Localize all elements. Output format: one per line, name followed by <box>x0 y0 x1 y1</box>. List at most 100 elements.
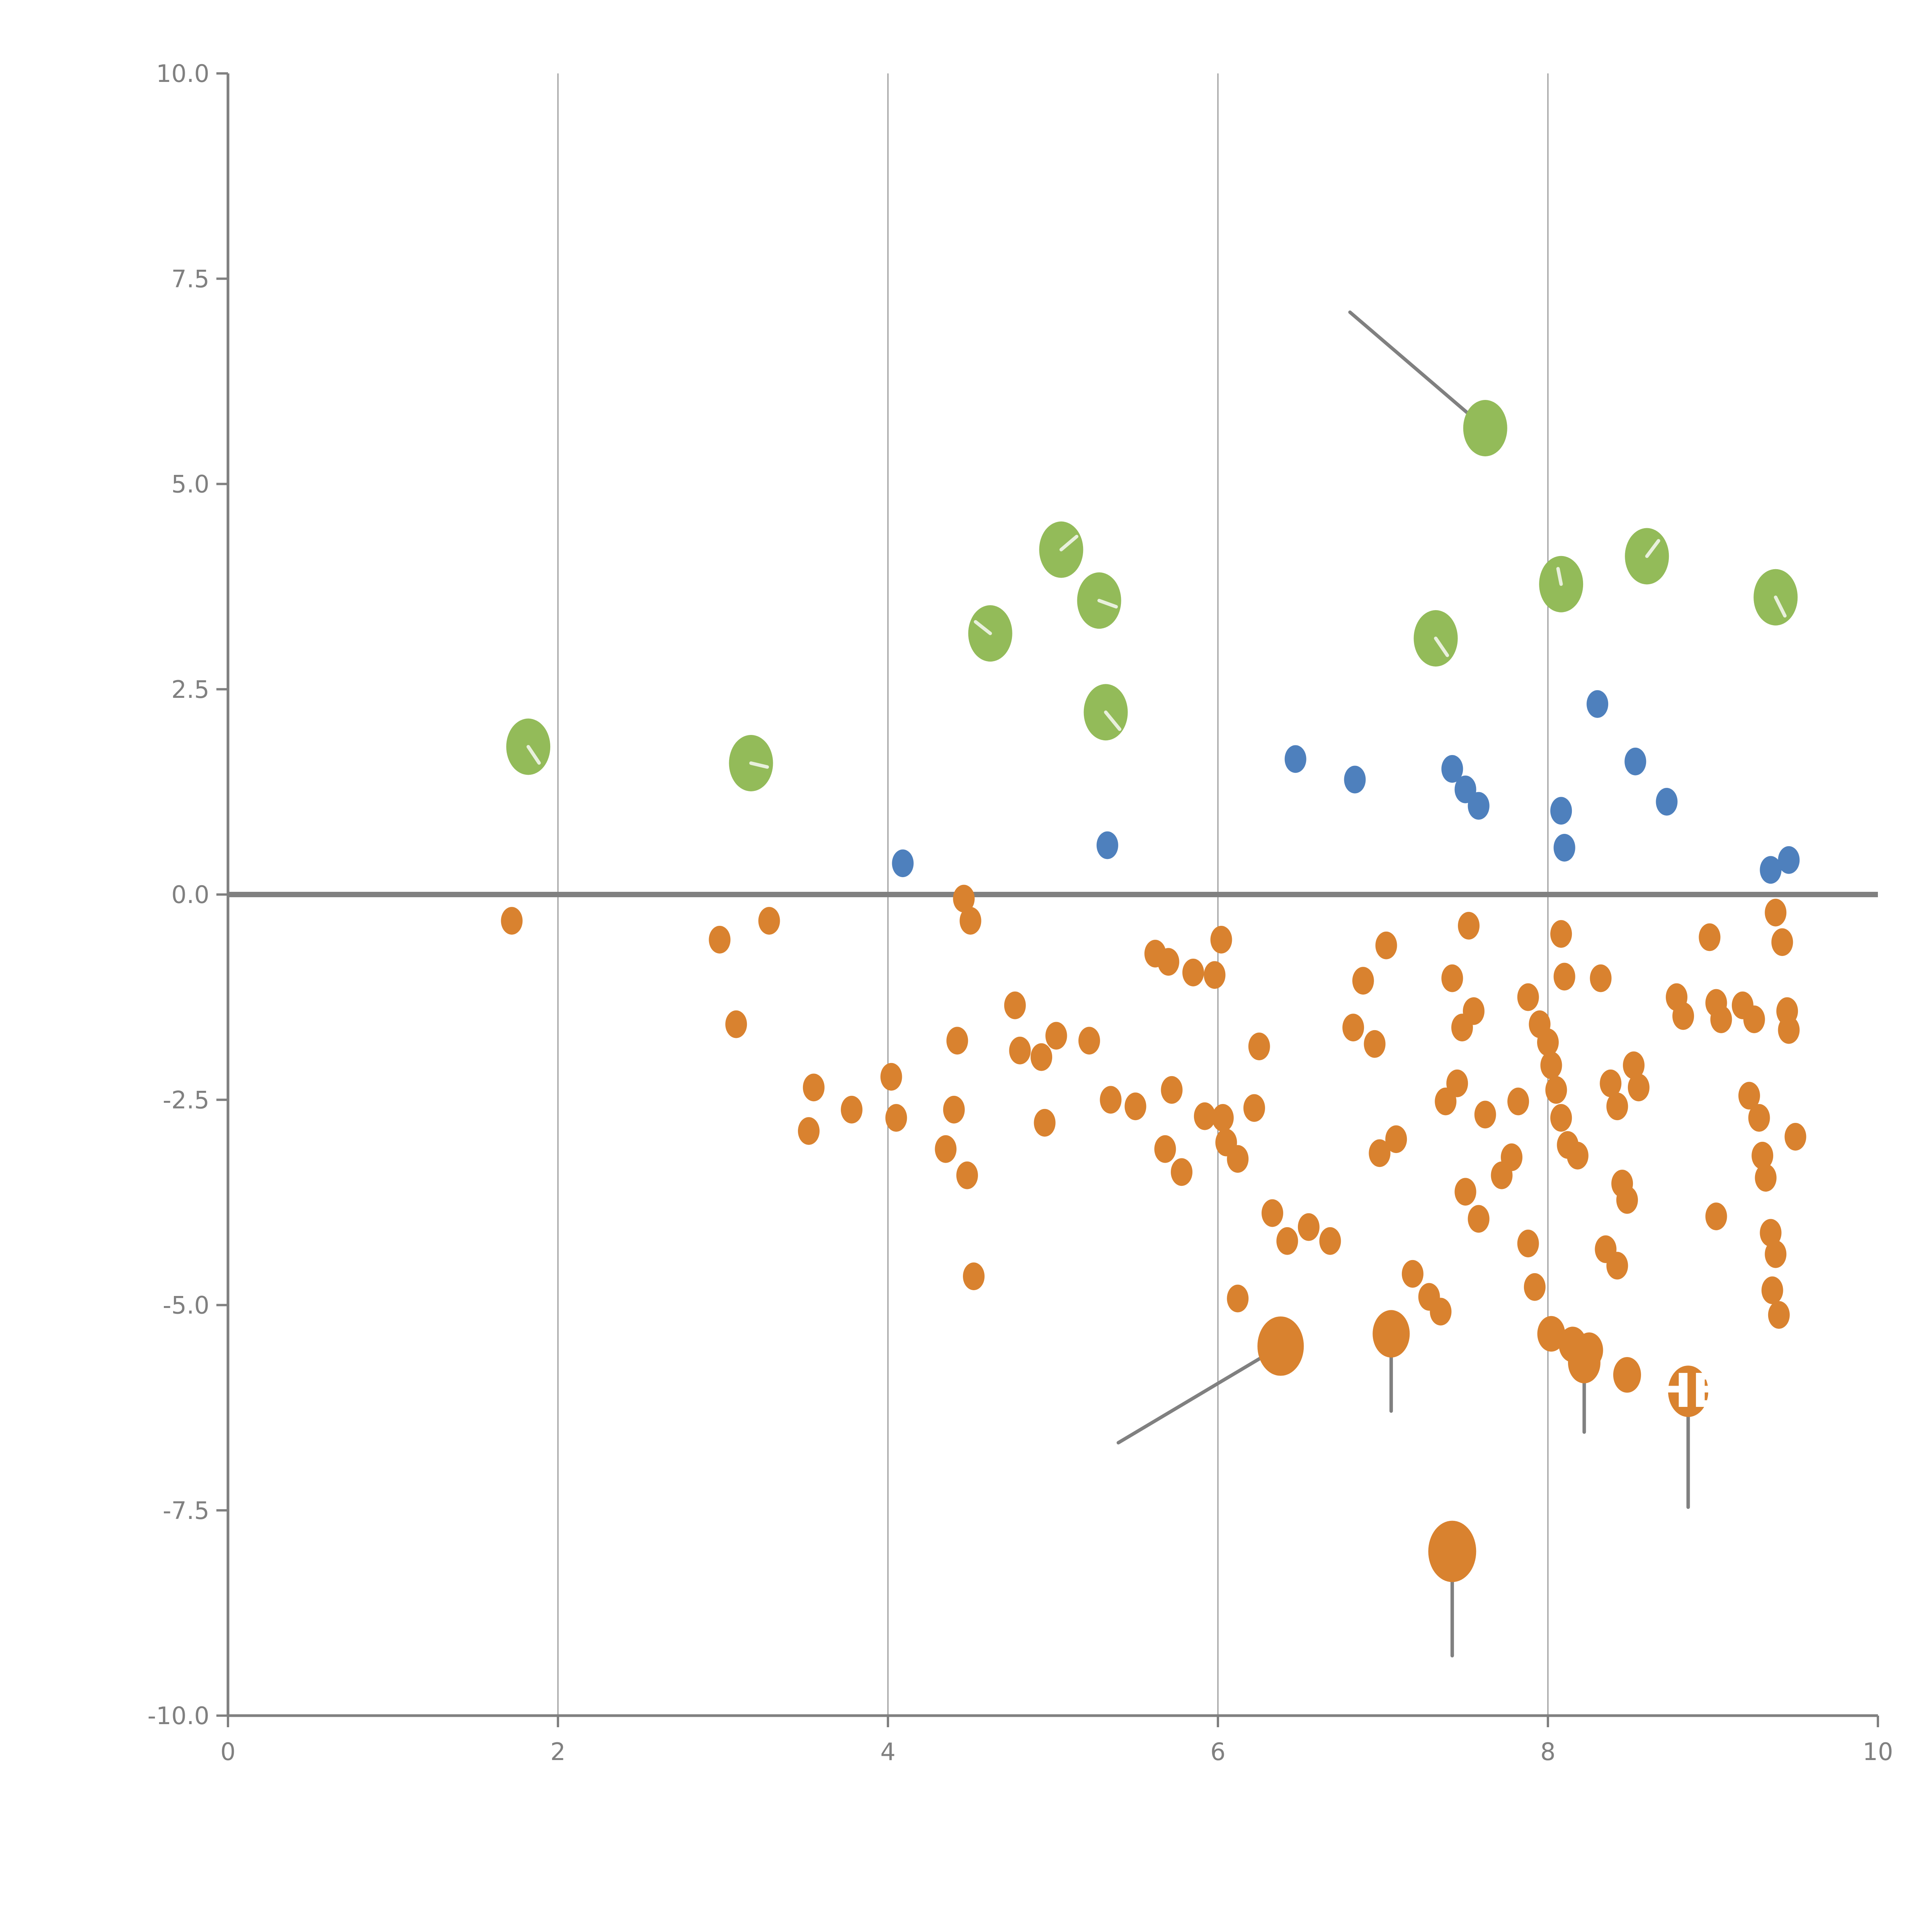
data-point-orange <box>1771 928 1793 956</box>
data-point-blue <box>892 849 914 878</box>
leader-line <box>1774 595 1787 618</box>
data-point-orange <box>1463 997 1485 1025</box>
data-point-orange <box>1031 1043 1053 1071</box>
y-tick-label: 2.5 <box>171 675 209 704</box>
data-point-orange <box>1212 1104 1234 1132</box>
x-tick-label: 8 <box>1540 1738 1555 1766</box>
y-tick-label: -10.0 <box>148 1702 209 1730</box>
data-point-orange <box>1705 1202 1727 1230</box>
data-point-orange <box>1157 948 1179 976</box>
data-point-blue <box>1284 745 1306 773</box>
data-point-orange <box>1319 1227 1341 1255</box>
data-point-orange <box>1458 912 1480 940</box>
data-point-orange <box>1352 967 1374 995</box>
data-point-orange <box>501 907 523 935</box>
data-point-orange <box>1600 1069 1622 1097</box>
data-point-orange <box>1699 923 1721 951</box>
data-point-blue <box>1656 788 1678 816</box>
point-annotations: HE <box>1653 1364 1723 1418</box>
data-point-orange <box>1545 1076 1567 1104</box>
data-point-orange <box>1078 1027 1100 1055</box>
data-point-orange <box>1768 1301 1790 1329</box>
data-point-orange <box>1401 1260 1423 1288</box>
data-point-orange <box>1613 1357 1641 1393</box>
data-point-orange <box>1738 1082 1760 1110</box>
data-point-orange <box>1761 1276 1783 1304</box>
data-point-orange <box>1227 1284 1249 1313</box>
data-point-orange <box>946 1027 968 1055</box>
data-point-orange <box>1668 1366 1708 1417</box>
data-point-orange <box>1537 1316 1565 1352</box>
data-point-orange <box>1369 1139 1391 1167</box>
data-point-orange <box>1342 1014 1364 1042</box>
y-tick-label: 10.0 <box>156 60 209 88</box>
y-tick-label: 5.0 <box>171 470 209 498</box>
leader-line <box>1348 310 1487 430</box>
x-tick-label: 2 <box>550 1738 565 1766</box>
y-tick-label: 7.5 <box>171 265 209 293</box>
data-point-orange <box>1009 1036 1031 1065</box>
data-point-orange <box>1248 1032 1270 1060</box>
leader-line <box>1104 710 1122 731</box>
data-point-orange <box>1752 1141 1774 1170</box>
data-point-orange <box>963 1262 985 1290</box>
leader-line <box>1116 1344 1282 1445</box>
leader-line <box>1556 567 1563 586</box>
point-annotation-label: HE <box>1653 1364 1723 1418</box>
data-point-orange <box>1454 1178 1476 1206</box>
data-point-orange <box>1748 1104 1770 1132</box>
data-point-orange <box>1182 959 1204 986</box>
data-point-blue <box>1550 797 1572 825</box>
data-point-orange <box>1045 1022 1067 1050</box>
data-point-orange <box>1261 1199 1283 1227</box>
data-point-orange <box>1428 1520 1476 1582</box>
data-point-orange <box>1537 1028 1559 1056</box>
data-point-orange <box>798 1117 820 1145</box>
y-tick-label: -7.5 <box>163 1497 209 1525</box>
data-point-orange <box>943 1095 965 1124</box>
x-tick-label: 0 <box>220 1738 235 1766</box>
data-point-orange <box>1276 1227 1298 1255</box>
data-point-orange <box>1616 1186 1638 1214</box>
tick-labels: -10.0 -7.5 -5.0 -2.5 0.0 2.5 5.0 7.5 10.0 0 2 4 6 8 10 <box>148 60 1893 1766</box>
data-point-orange <box>841 1095 863 1124</box>
data-point-orange <box>1474 1100 1496 1129</box>
data-point-orange <box>1623 1051 1645 1079</box>
data-point-orange <box>709 926 731 954</box>
data-point-orange <box>1540 1051 1562 1079</box>
x-tick-label: 6 <box>1210 1738 1225 1766</box>
data-point-green <box>1463 400 1507 456</box>
data-point-orange <box>1765 898 1787 927</box>
leader-line <box>1645 539 1660 558</box>
data-point-orange <box>803 1073 825 1102</box>
data-point-orange <box>953 884 975 913</box>
data-point-orange <box>1372 1310 1410 1358</box>
y-tick-label: 0.0 <box>171 881 209 909</box>
data-point-orange <box>1550 1104 1572 1132</box>
data-point-blue <box>1344 765 1366 794</box>
data-point-orange <box>1517 983 1539 1011</box>
data-point-orange <box>1784 1123 1806 1151</box>
data-point-orange <box>1034 1109 1056 1137</box>
data-point-blue <box>1468 792 1490 820</box>
data-point-blue <box>1096 831 1118 859</box>
data-point-orange <box>1257 1316 1304 1376</box>
data-point-orange <box>1517 1230 1539 1257</box>
data-point-blue <box>1587 690 1609 718</box>
data-point-orange <box>935 1135 957 1163</box>
data-point-orange <box>1710 1005 1732 1033</box>
data-point-orange <box>956 1161 978 1189</box>
data-point-orange <box>885 1104 907 1132</box>
data-point-orange <box>1204 961 1226 989</box>
data-point-blue <box>1441 755 1463 783</box>
data-point-orange <box>1550 920 1572 948</box>
data-point-orange <box>1171 1158 1193 1186</box>
leader-line <box>526 745 541 765</box>
data-point-orange <box>1161 1076 1183 1104</box>
leader-line <box>749 761 769 769</box>
data-point-orange <box>1430 1298 1452 1326</box>
data-point-orange <box>1210 926 1232 954</box>
data-point-orange <box>959 907 981 935</box>
data-point-orange <box>725 1010 747 1038</box>
